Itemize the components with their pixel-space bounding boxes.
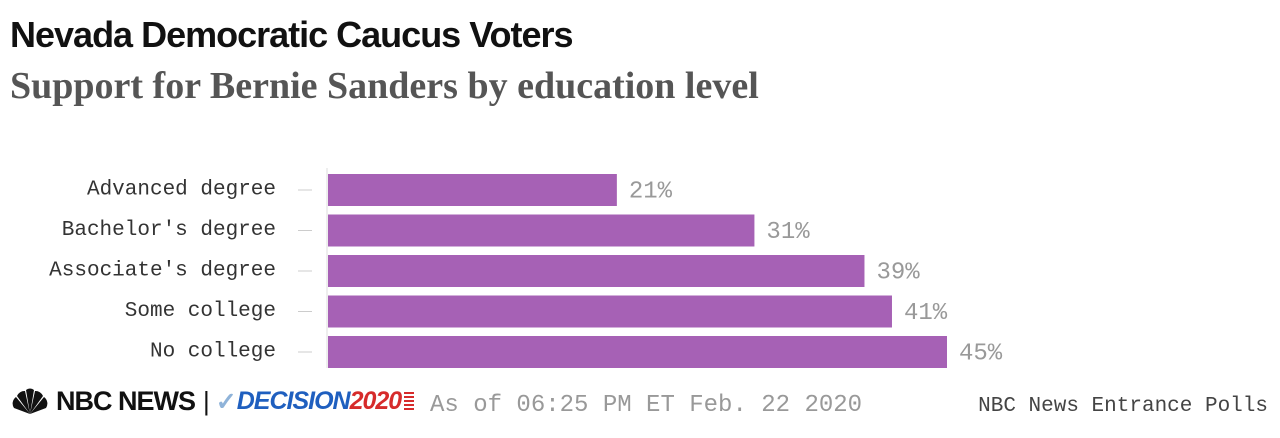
value-label: 21% xyxy=(629,179,673,206)
category-label: No college xyxy=(150,341,276,364)
bar xyxy=(328,214,755,247)
decision-word: DECISION xyxy=(236,387,351,415)
logo-separator: | xyxy=(203,386,210,416)
decision-year: 2020 xyxy=(349,387,403,415)
decision-2020-logo: ✓ DECISION 2020 xyxy=(215,387,415,417)
value-label: 41% xyxy=(904,300,948,327)
value-label: 45% xyxy=(959,341,1003,368)
source-credit: NBC News Entrance Polls xyxy=(978,395,1268,418)
category-label: Associate's degree xyxy=(49,260,276,283)
timestamp: As of 06:25 PM ET Feb. 22 2020 xyxy=(430,392,863,419)
decision-check-icon: ✓ xyxy=(215,387,237,416)
nbc-news-wordmark: NBC NEWS xyxy=(56,386,196,416)
chart-subtitle: Support for Bernie Sanders by education … xyxy=(10,65,759,107)
category-label: Bachelor's degree xyxy=(62,219,276,242)
bar xyxy=(328,295,892,328)
bar xyxy=(328,255,865,287)
flag-stripes-icon xyxy=(404,391,415,412)
nbc-news-logo: NBC NEWS | ✓ DECISION 2020 xyxy=(10,386,415,417)
bar xyxy=(328,336,947,368)
bar-chart: Advanced degree 21% Bachelor's degree 31% As… xyxy=(49,168,1003,368)
category-label: Advanced degree xyxy=(87,179,276,202)
nbc-peacock-icon xyxy=(12,387,48,414)
category-label: Some college xyxy=(125,300,276,323)
footer: NBC NEWS | ✓ DECISION 2020 As of 06:25 P… xyxy=(0,384,1280,424)
chart-title: Nevada Democratic Caucus Voters xyxy=(10,14,574,55)
value-label: 39% xyxy=(876,260,920,287)
bar xyxy=(328,174,617,206)
value-label: 31% xyxy=(766,219,810,246)
